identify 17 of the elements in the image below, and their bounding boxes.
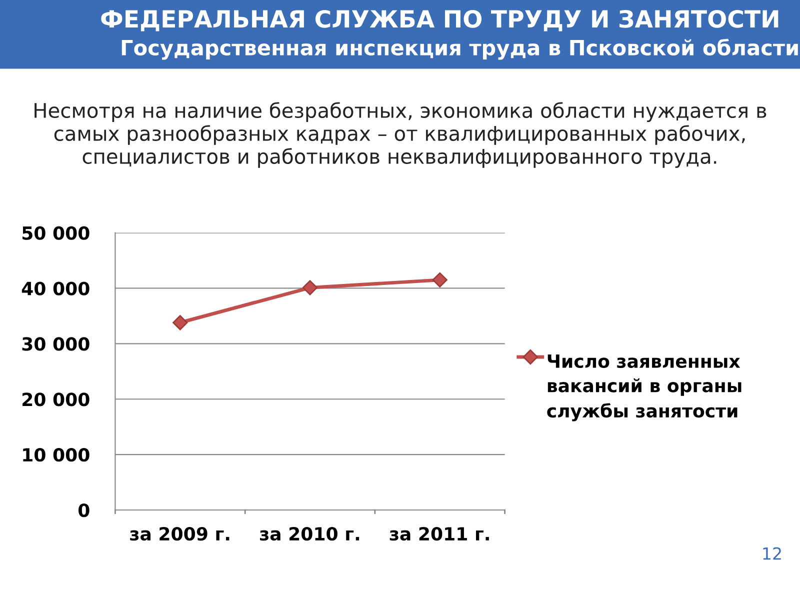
chart-title: ФЕДЕРАЛЬНАЯ СЛУЖБА ПО ТРУДУ И ЗАНЯТОСТИ	[101, 10, 778, 32]
y-tick-label: 0	[78, 503, 90, 518]
point	[432, 272, 448, 288]
x-tick-label: за 2011 г.	[390, 526, 489, 541]
y-tick-label: 10 000	[23, 448, 90, 462]
point	[302, 280, 318, 296]
point	[172, 315, 188, 330]
x-tick-label: за 2009 г.	[130, 526, 230, 541]
text: 12	[763, 547, 781, 560]
y-tick-label: 20 000	[22, 392, 90, 406]
x-tick-label: за 2010 г.	[260, 526, 360, 541]
text: Несмотря на наличие безработных, экономика области нуждается в самых разнообразных кадрах – от квалифицированных рабочих, специалистов и работников неквалифицированного труда.	[34, 102, 766, 168]
legend-label: Число заявленных вакансий в органы службы занятости	[547, 354, 742, 422]
y-tick-label: 40 000	[22, 282, 90, 296]
y-tick-label: 30 000	[22, 337, 90, 351]
y-tick-label: 50 000	[22, 226, 90, 240]
chart-subtitle: Государственная инспекция труда в Псковской области	[122, 38, 798, 60]
